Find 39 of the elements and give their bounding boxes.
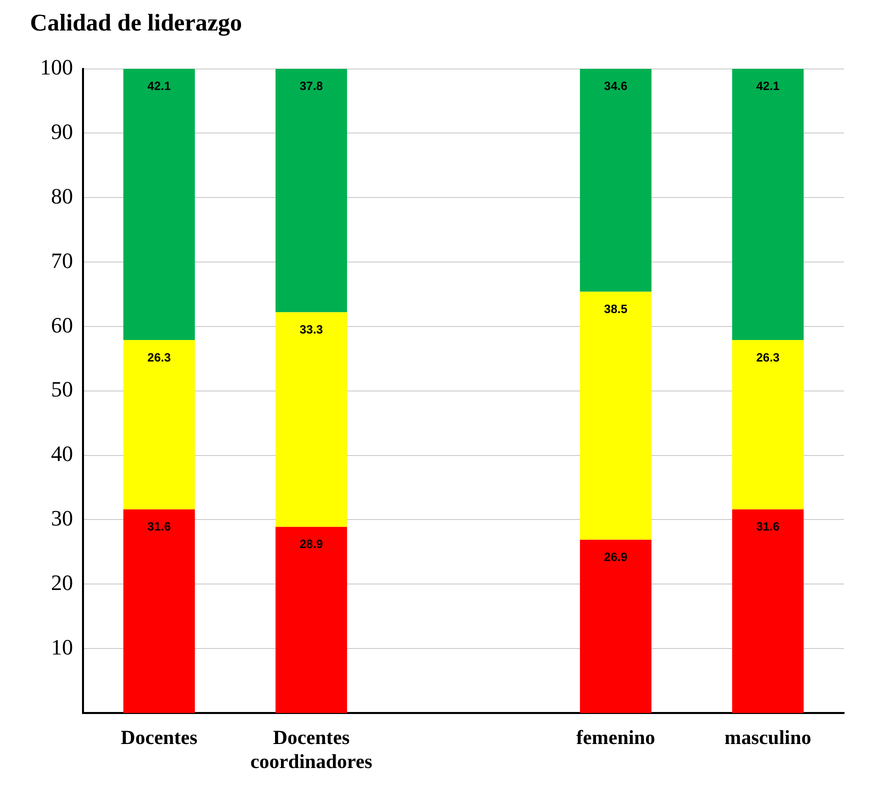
y-tick-label: 80	[51, 183, 73, 208]
y-tick-label: 20	[51, 570, 73, 595]
data-label: 26.9	[604, 550, 628, 564]
y-tick-label: 40	[51, 441, 73, 466]
data-label: 42.1	[756, 79, 780, 94]
data-label: 28.9	[300, 537, 324, 552]
y-tick-label: 60	[51, 312, 73, 338]
y-tick-label: 70	[51, 248, 73, 273]
x-tick-label: Docentes	[120, 727, 198, 750]
bar	[123, 509, 195, 713]
y-tick-label: 50	[51, 376, 73, 402]
data-label: 31.6	[147, 520, 172, 534]
x-tick-label: Docentes coordinadores	[250, 727, 372, 774]
data-label: 38.5	[604, 302, 628, 316]
data-label: 37.8	[300, 79, 324, 94]
bar	[276, 68, 348, 312]
bar	[123, 340, 195, 510]
bar	[732, 68, 804, 340]
chart-title: Calidad de liderazgo	[30, 10, 242, 37]
data-label: 26.3	[147, 350, 172, 364]
x-tick-label: masculino	[724, 727, 812, 750]
data-label: 33.3	[300, 322, 324, 337]
y-tick-label: 10	[51, 634, 73, 660]
bar	[123, 68, 195, 340]
data-label: 26.3	[756, 350, 780, 364]
y-tick-label: 100	[40, 54, 73, 80]
y-tick-label: 30	[51, 506, 73, 531]
bar	[732, 509, 804, 713]
y-tick-label: 90	[51, 119, 73, 144]
bar	[580, 292, 652, 540]
bar	[580, 68, 652, 292]
data-label: 42.1	[147, 79, 172, 94]
bar	[276, 312, 348, 527]
bar	[276, 526, 348, 713]
data-label: 31.6	[756, 520, 780, 534]
bar	[580, 540, 652, 713]
x-tick-label: femenino	[576, 727, 656, 750]
bar	[732, 340, 804, 510]
data-label: 34.6	[604, 79, 628, 94]
